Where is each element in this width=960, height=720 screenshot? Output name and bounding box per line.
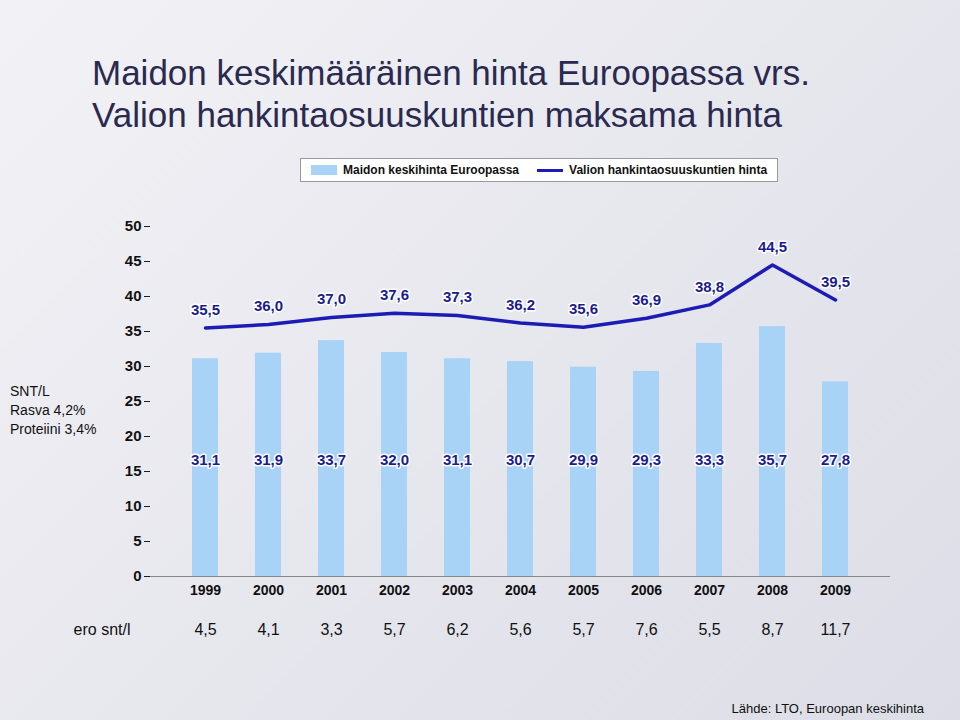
svg-text:35,7: 35,7 [758, 451, 787, 468]
html-text:SNT/L: SNT/L [10, 383, 50, 399]
svg-text:2008: 2008 [757, 582, 788, 598]
svg-text:4,1: 4,1 [257, 621, 279, 638]
svg-text:ero snt/l: ero snt/l [74, 621, 131, 638]
html-text:Proteiini 3,4%: Proteiini 3,4% [10, 421, 97, 437]
svg-text:31,9: 31,9 [254, 451, 283, 468]
svg-text:2006: 2006 [631, 582, 662, 598]
svg-text:35,6: 35,6 [569, 300, 598, 317]
svg-text:2004: 2004 [505, 582, 536, 598]
svg-text:35,5: 35,5 [191, 301, 220, 318]
svg-text:36,9: 36,9 [632, 291, 661, 308]
svg-text:0: 0 [133, 567, 141, 584]
svg-text:31,1: 31,1 [191, 451, 220, 468]
html-text:Rasva 4,2%: Rasva 4,2% [10, 402, 86, 418]
svg-text:36,2: 36,2 [506, 296, 535, 313]
svg-text:5,6: 5,6 [509, 621, 531, 638]
html-text:Lähde: LTO, Euroopan keskihint: Lähde: LTO, Euroopan keskihinta [731, 701, 924, 716]
html-text:Maidon keskimääräinen hinta Eu: Maidon keskimääräinen hinta Euroopassa v… [92, 53, 810, 134]
svg-text:39,5: 39,5 [821, 273, 850, 290]
svg-text:33,7: 33,7 [317, 451, 346, 468]
svg-text:29,3: 29,3 [632, 451, 661, 468]
svg-text:30,7: 30,7 [506, 451, 535, 468]
svg-text:45: 45 [125, 252, 142, 269]
svg-text:25: 25 [125, 392, 142, 409]
svg-text:5: 5 [133, 532, 141, 549]
svg-text:38,8: 38,8 [695, 278, 724, 295]
html-text:Valion hankintaosuuskuntien hi: Valion hankintaosuuskuntien hinta [569, 163, 768, 177]
svg-text:33,3: 33,3 [695, 451, 724, 468]
svg-text:3,3: 3,3 [320, 621, 342, 638]
html-text:Maidon keskihinta Euroopassa: Maidon keskihinta Euroopassa [343, 163, 519, 177]
svg-text:2001: 2001 [316, 582, 347, 598]
svg-text:29,9: 29,9 [569, 451, 598, 468]
svg-text:5,7: 5,7 [383, 621, 405, 638]
svg-text:35: 35 [125, 322, 142, 339]
svg-text:40: 40 [125, 287, 142, 304]
svg-text:2007: 2007 [694, 582, 725, 598]
svg-text:2002: 2002 [379, 582, 410, 598]
svg-text:30: 30 [125, 357, 142, 374]
svg-text:31,1: 31,1 [443, 451, 472, 468]
svg-text:37,3: 37,3 [443, 288, 472, 305]
svg-text:7,6: 7,6 [635, 621, 657, 638]
svg-text:2005: 2005 [568, 582, 599, 598]
svg-text:50: 50 [125, 217, 142, 234]
svg-text:5,5: 5,5 [698, 621, 720, 638]
svg-text:36,0: 36,0 [254, 297, 283, 314]
svg-text:11,7: 11,7 [821, 621, 851, 638]
svg-text:2000: 2000 [253, 582, 284, 598]
svg-text:4,5: 4,5 [194, 621, 216, 638]
svg-text:37,6: 37,6 [380, 286, 409, 303]
svg-text:37,0: 37,0 [317, 290, 346, 307]
svg-text:44,5: 44,5 [758, 238, 787, 255]
svg-text:27,8: 27,8 [821, 451, 850, 468]
svg-text:2003: 2003 [442, 582, 473, 598]
svg-text:1999: 1999 [190, 582, 221, 598]
svg-text:10: 10 [125, 497, 142, 514]
svg-text:20: 20 [125, 427, 142, 444]
svg-text:32,0: 32,0 [380, 451, 409, 468]
svg-text:8,7: 8,7 [761, 621, 783, 638]
svg-text:15: 15 [125, 462, 142, 479]
svg-text:5,7: 5,7 [572, 621, 594, 638]
svg-text:6,2: 6,2 [446, 621, 468, 638]
svg-text:2009: 2009 [820, 582, 851, 598]
